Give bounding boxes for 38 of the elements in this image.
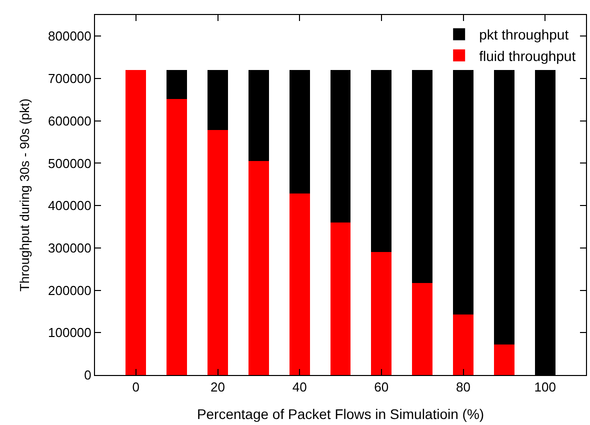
bar <box>371 70 392 252</box>
bar <box>248 70 269 162</box>
bar <box>371 252 392 375</box>
legend-label: pkt throughput <box>479 26 569 43</box>
bar <box>330 70 351 223</box>
bar <box>289 70 310 194</box>
x-tick-label: 60 <box>374 380 389 395</box>
x-tick-label: 0 <box>132 380 140 395</box>
x-axis-title: Percentage of Packet Flows in Simulatioin (%) <box>196 406 484 422</box>
y-tick-label: 500000 <box>48 156 92 171</box>
bar <box>289 194 310 375</box>
y-axis-title: Throughput during 30s - 90s (pkt) <box>16 98 32 292</box>
y-tick-label: 800000 <box>48 28 92 44</box>
bar <box>166 98 188 375</box>
y-tick-label: 600000 <box>48 113 92 128</box>
legend-label: fluid throughput <box>479 48 576 64</box>
bar <box>494 70 514 345</box>
x-tick-label: 40 <box>292 380 307 395</box>
bar <box>494 344 514 375</box>
y-tick-label: 200000 <box>48 282 92 298</box>
x-tick-label: 20 <box>210 380 225 395</box>
y-tick-label: 0 <box>84 368 92 383</box>
bar <box>126 70 146 375</box>
bar <box>208 70 228 130</box>
x-tick-label: 80 <box>456 380 470 395</box>
bar <box>248 161 269 375</box>
bar <box>208 130 228 375</box>
bar <box>166 70 188 99</box>
y-tick-label: 100000 <box>48 325 92 340</box>
bar <box>412 283 433 375</box>
bar <box>453 70 474 314</box>
y-tick-label: 400000 <box>48 198 92 214</box>
y-tick-label: 300000 <box>48 240 92 256</box>
bar <box>453 314 474 375</box>
y-tick-label: 700000 <box>48 71 92 86</box>
x-tick-label: 100 <box>534 380 556 395</box>
bar <box>330 222 351 375</box>
bar <box>412 70 433 284</box>
